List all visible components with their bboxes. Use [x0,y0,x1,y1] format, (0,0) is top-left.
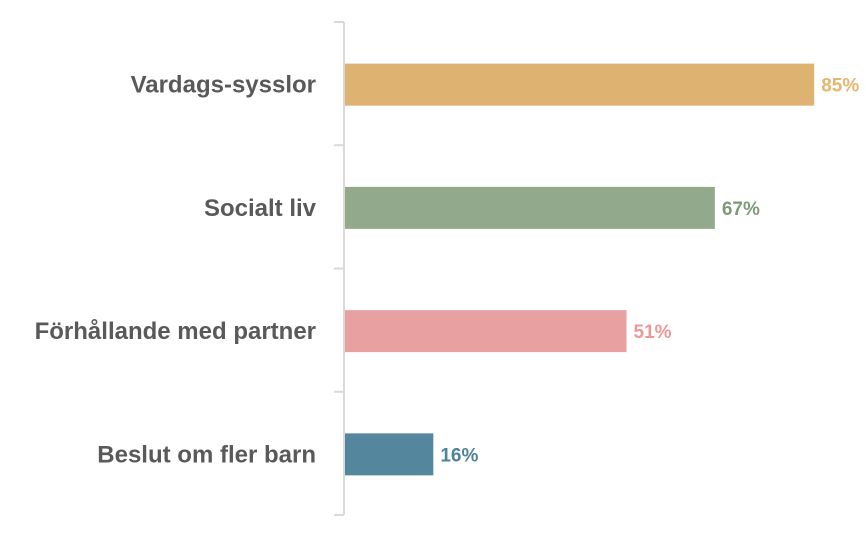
category-label: Vardags-sysslor [131,72,316,99]
bar [345,186,715,229]
category-label: Beslut om fler barn [97,441,316,468]
data-label: 51% [634,322,672,343]
category-label: Förhållande med partner [35,318,316,345]
bar [345,63,815,106]
data-label: 67% [722,199,760,220]
bar [345,433,434,476]
data-label: 85% [821,76,859,97]
data-label: 16% [440,445,478,466]
category-label: Socialt liv [204,195,317,222]
bar [345,310,627,353]
